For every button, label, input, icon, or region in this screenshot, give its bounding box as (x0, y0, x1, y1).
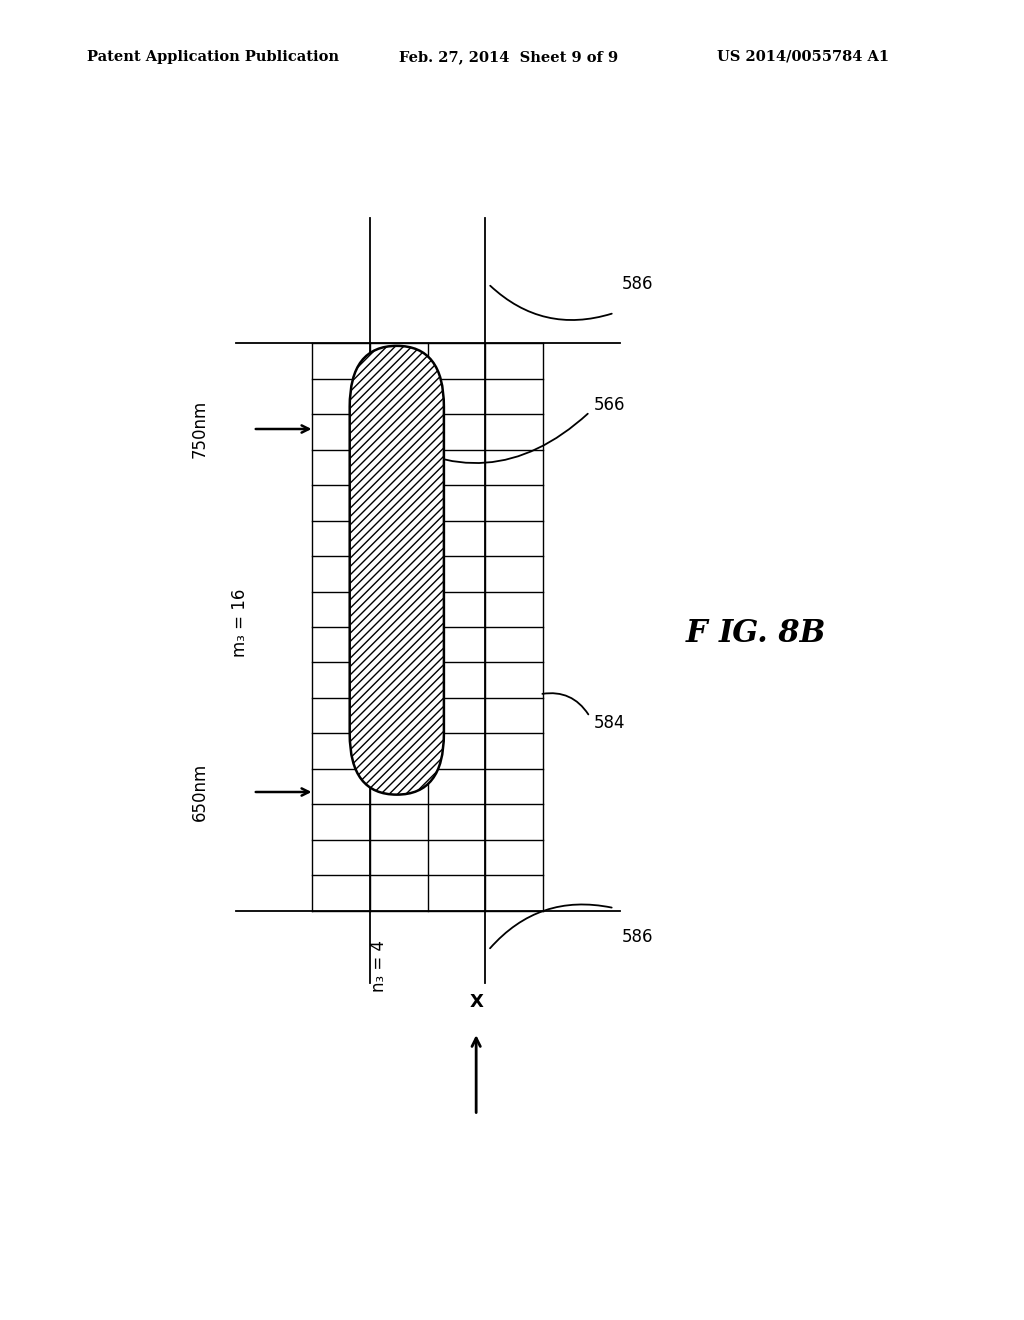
Text: X: X (469, 993, 483, 1011)
Text: IG. 8B: IG. 8B (719, 618, 826, 649)
Text: 650nm: 650nm (190, 763, 209, 821)
Text: Patent Application Publication: Patent Application Publication (87, 50, 339, 63)
Text: US 2014/0055784 A1: US 2014/0055784 A1 (717, 50, 889, 63)
Text: n₃ = 4: n₃ = 4 (370, 940, 388, 993)
Text: F: F (686, 618, 708, 649)
FancyBboxPatch shape (350, 346, 444, 795)
Text: 586: 586 (622, 928, 653, 946)
Text: 584: 584 (594, 714, 626, 733)
Text: m₃ = 16: m₃ = 16 (230, 589, 249, 657)
Text: 750nm: 750nm (190, 400, 209, 458)
Text: 586: 586 (622, 275, 653, 293)
Text: Feb. 27, 2014  Sheet 9 of 9: Feb. 27, 2014 Sheet 9 of 9 (399, 50, 618, 63)
Text: 566: 566 (594, 396, 626, 414)
